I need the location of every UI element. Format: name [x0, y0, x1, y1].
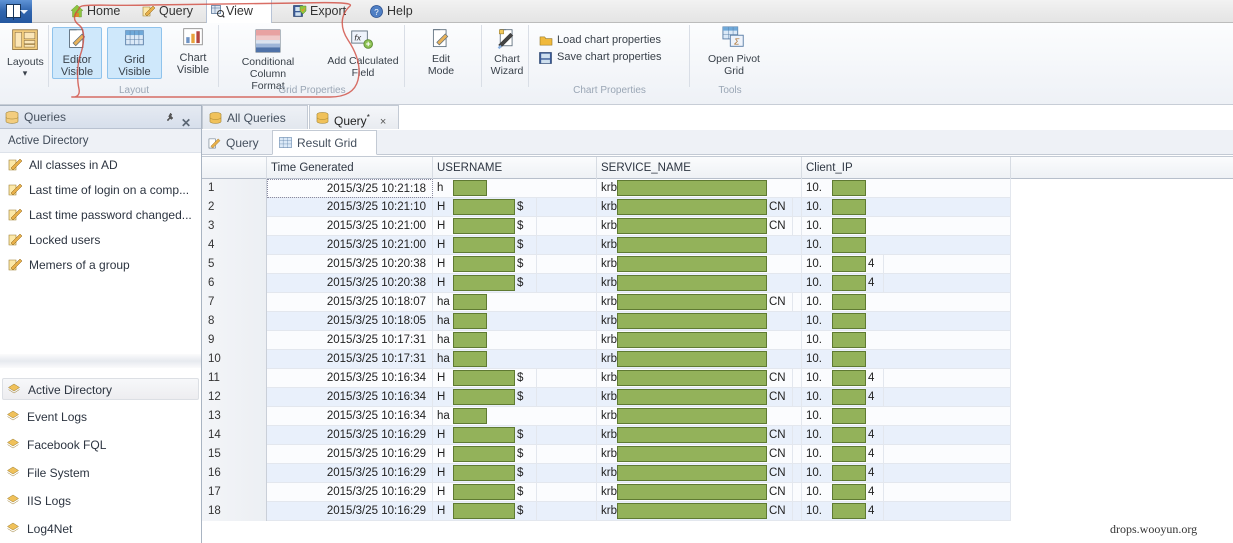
svg-text:Σ: Σ — [733, 36, 740, 46]
svg-text:fx: fx — [354, 33, 361, 43]
svg-text:?: ? — [374, 8, 379, 17]
